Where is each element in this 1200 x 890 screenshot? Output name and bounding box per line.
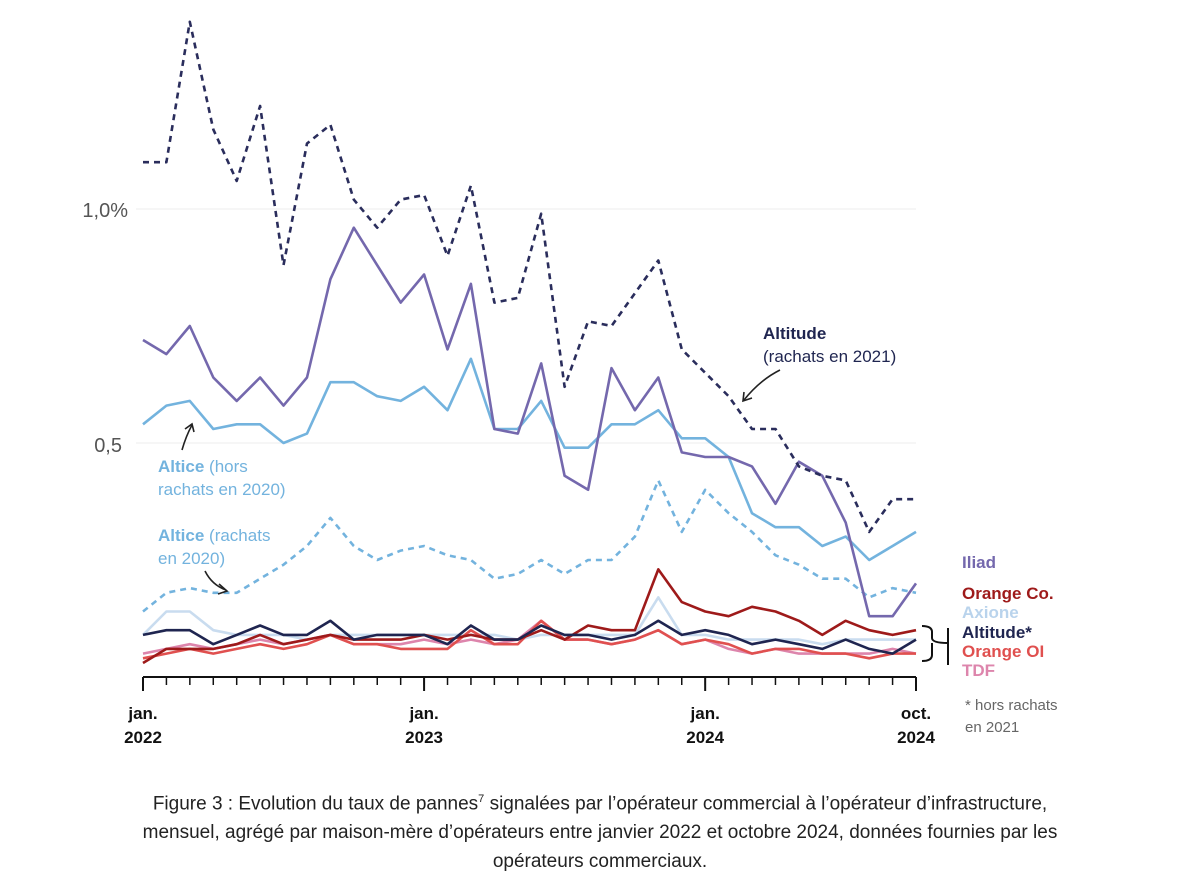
series-layer [142,20,918,665]
annotation-altice-hors-rest: (hors [209,457,248,476]
footnote-line1: * hors rachats [965,697,1058,714]
annotation-arrowhead-altice-hors [184,422,195,433]
caption-line-3: opérateurs commerciaux. [492,851,708,873]
annotation-arrowhead-altice-rachats [217,583,229,595]
annotation-altice-hors: Altice (hors rachats en 2020) [158,422,286,499]
label-altitude-star: Altitude* [962,623,1032,642]
annotation-altitude-rachats: Altitude (rachats en 2021) [742,324,896,403]
y-tick-label-05: 0,5 [94,435,122,457]
series-line-iliad [142,226,918,618]
line-chart: 1,0% 0,5 jan. 2022 jan. 2023 jan. 2024 oct. 202… [82,20,1058,747]
x-tick-label-2-year: 2024 [686,728,724,747]
annotation-altice-rachats: Altice (rachats en 2020) [158,526,270,595]
caption-line-1: Figure 3 : Evolution du taux de pannes7 … [40,785,1160,818]
x-tick-label-2-month: jan. [690,704,720,723]
y-axis-ticks: 1,0% 0,5 [82,200,128,457]
caption-line-1-post: signalées par l’opérateur commercial à l… [484,793,1048,815]
annotation-altice-rachats-title: Altice [158,526,204,545]
figure-caption: Figure 3 : Evolution du taux de pannes7 … [40,785,1160,876]
series-line-altitude [142,619,917,655]
label-orange-co: Orange Co. [962,584,1054,603]
x-tick-label-1-year: 2023 [405,728,443,747]
annotation-arrow-altitude [743,369,781,401]
series-line-tdf [142,619,917,655]
label-bracket [921,625,949,665]
series-line-altice-hors-rachats-en-2020 [142,357,917,562]
footnote-line2: en 2021 [965,719,1019,736]
series-line-altice-rachats-en-2020 [142,479,917,613]
annotation-arrowhead-altitude [742,391,753,403]
series-line-axione [142,596,916,646]
x-tick-label-1-month: jan. [408,704,438,723]
annotation-altice-hors-line2: rachats en 2020) [158,480,286,499]
label-orange-oi: Orange OI [962,642,1044,661]
series-line-orange-co [142,568,917,665]
annotation-altitude-title: Altitude [763,324,826,343]
annotation-altitude-subtitle: (rachats en 2021) [763,347,896,366]
annotation-altice-hors-line1: Altice (hors [158,457,248,476]
annotation-altice-hors-title: Altice [158,457,204,476]
annotation-altice-rachats-line2: en 2020) [158,549,225,568]
gridlines [136,208,916,444]
x-tick-label-0-year: 2022 [124,728,162,747]
label-iliad: Iliad [962,553,996,572]
x-axis: jan. 2022 jan. 2023 jan. 2024 oct. 2024 [124,676,935,747]
caption-footnote-ref: 7 [478,793,485,805]
y-tick-label-1: 1,0% [82,200,128,222]
annotation-arrow-altice-hors [181,424,193,451]
x-tick-label-3-month: oct. [901,704,931,723]
label-axione: Axione [962,603,1019,622]
series-line-altitude-rachats-en-2021 [143,20,916,534]
x-tick-label-3-year: 2024 [897,728,935,747]
series-labels: Iliad Orange Co. Axione Altitude* Orange… [921,553,1054,680]
label-tdf: TDF [962,661,995,680]
caption-line-1-pre: Figure 3 : Evolution du taux de pannes [152,793,479,815]
annotation-altice-rachats-rest: (rachats [209,526,270,545]
annotation-altice-rachats-line1: Altice (rachats [158,526,270,545]
x-tick-label-0-month: jan. [127,704,157,723]
footnote: * hors rachats en 2021 [965,697,1058,736]
caption-line-2: mensuel, agrégé par maison-mère d’opérat… [142,822,1058,844]
